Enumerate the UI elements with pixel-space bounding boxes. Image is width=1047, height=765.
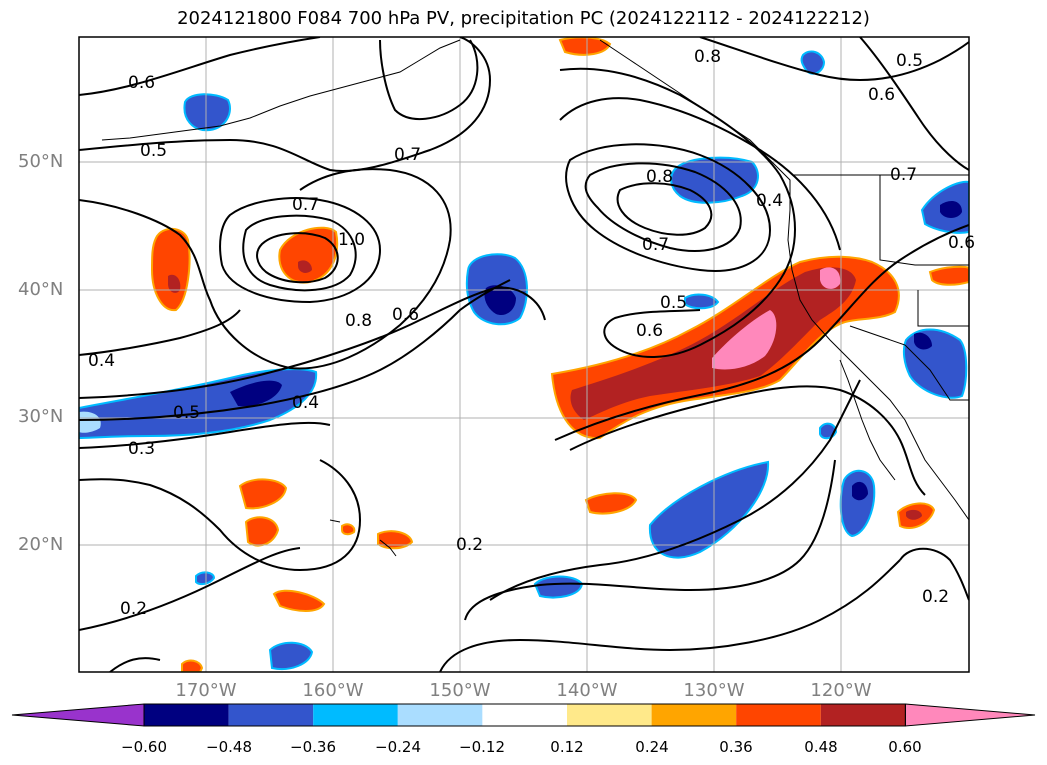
colorbar-tick-label: −0.60 <box>121 738 167 756</box>
colorbar-segment <box>736 704 821 726</box>
contour-label: 0.7 <box>292 195 319 215</box>
contour-label: 0.6 <box>636 321 663 341</box>
colorbar-segment <box>567 704 652 726</box>
colorbar-segment <box>228 704 314 726</box>
lon-label: 160°W <box>302 680 364 701</box>
colorbar-segment <box>482 704 567 726</box>
colorbar-segment <box>820 704 906 726</box>
contour-label: 0.6 <box>868 85 895 105</box>
colorbar-tick-label: 0.24 <box>635 738 669 756</box>
lon-label: 170°W <box>175 680 237 701</box>
colorbar-segment <box>11 703 145 727</box>
colorbar-tick-label: −0.12 <box>459 738 505 756</box>
lon-label: 120°W <box>810 680 872 701</box>
map-frame <box>78 36 970 673</box>
contour-label: 0.2 <box>120 599 147 619</box>
contour-label: 0.6 <box>128 73 155 93</box>
lat-label: 40°N <box>18 279 64 300</box>
contour-label: 0.5 <box>660 293 687 313</box>
colorbar-tick-label: −0.24 <box>375 738 421 756</box>
colorbar-segment <box>651 704 737 726</box>
contour-label: 0.8 <box>694 47 721 67</box>
colorbar <box>11 703 1036 727</box>
colorbar-tick-label: 0.12 <box>550 738 584 756</box>
contour-label: 1.0 <box>338 230 365 250</box>
lon-label: 150°W <box>429 680 491 701</box>
contour-label: 0.7 <box>394 145 421 165</box>
map-area <box>79 37 969 672</box>
colorbar-tick-label: −0.48 <box>206 738 252 756</box>
contour-label: 0.4 <box>756 191 783 211</box>
colorbar-tick-label: 0.60 <box>888 738 922 756</box>
contour-labels: 0.6 0.5 0.7 0.7 1.0 0.8 0.6 0.4 0.5 0.4 … <box>88 47 975 619</box>
contour-label: 0.5 <box>173 403 200 423</box>
positive-anomalies <box>150 37 969 672</box>
contour-label: 0.2 <box>456 535 483 555</box>
contour-label: 0.7 <box>890 165 917 185</box>
contour-label: 0.2 <box>922 587 949 607</box>
colorbar-segment <box>397 704 483 726</box>
contour-label: 0.8 <box>345 311 372 331</box>
colorbar-segment <box>313 704 398 726</box>
contour-label: 0.5 <box>896 51 923 71</box>
colorbar-segment <box>904 703 1036 727</box>
colorbar-tick-label: 0.48 <box>804 738 838 756</box>
contour-label: 0.4 <box>292 393 319 413</box>
colorbar-tick-label: 0.36 <box>719 738 753 756</box>
pv-contours <box>79 37 969 672</box>
contour-label: 0.7 <box>642 235 669 255</box>
map-title: 2024121800 F084 700 hPa PV, precipitatio… <box>177 8 870 29</box>
contour-label: 0.3 <box>128 439 155 459</box>
contour-label: 0.6 <box>948 233 975 253</box>
contour-label: 0.8 <box>646 167 673 187</box>
contour-label: 0.4 <box>88 351 115 371</box>
contour-label: 0.6 <box>392 305 419 325</box>
lat-label: 20°N <box>18 534 64 555</box>
lat-label: 50°N <box>18 151 64 172</box>
contour-label: 0.5 <box>140 141 167 161</box>
colorbar-tick-label: −0.36 <box>290 738 336 756</box>
lon-label: 140°W <box>556 680 618 701</box>
lon-label: 130°W <box>683 680 745 701</box>
lat-label: 30°N <box>18 406 64 427</box>
colorbar-segment <box>144 704 229 726</box>
